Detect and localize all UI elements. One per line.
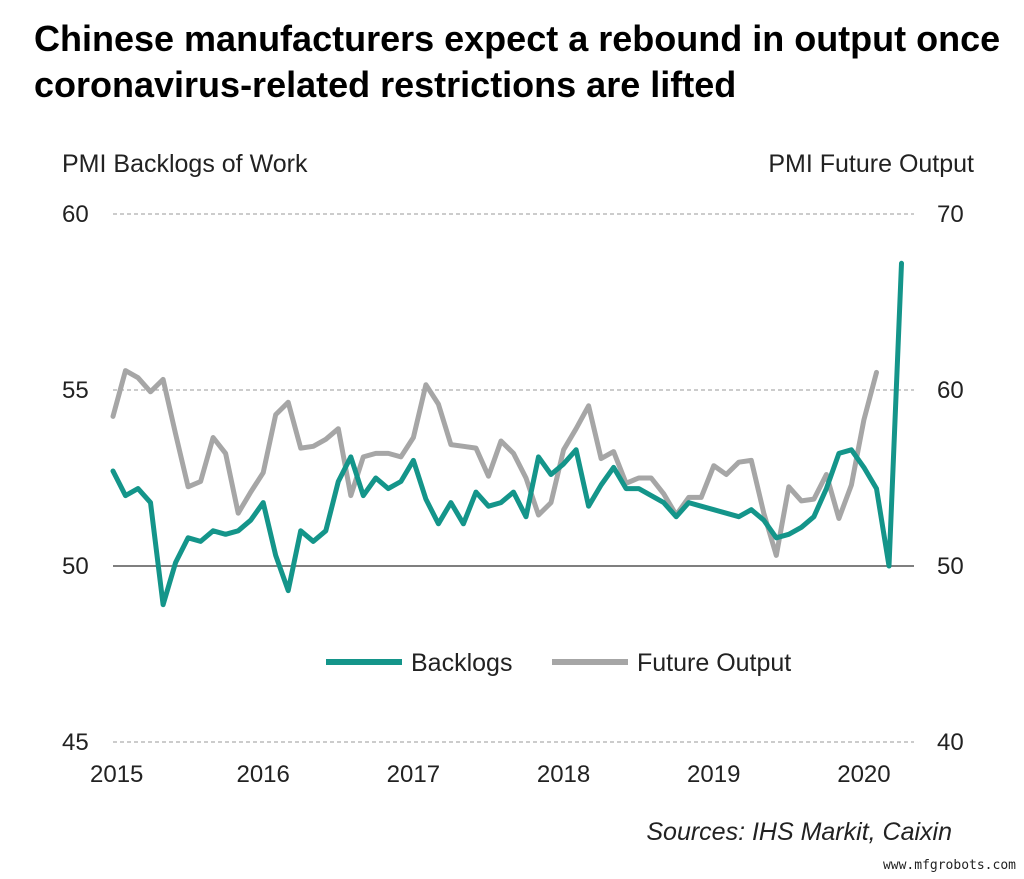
- legend-future-output-label: Future Output: [637, 649, 791, 677]
- left-axis-title: PMI Backlogs of Work: [62, 150, 308, 178]
- right-tick-label: 50: [937, 553, 964, 580]
- right-tick-label: 40: [937, 729, 964, 756]
- grid-lines: [113, 213, 914, 743]
- chart-title: Chinese manufacturers expect a rebound i…: [34, 18, 1001, 105]
- x-tick-label: 2015: [90, 761, 143, 788]
- watermark: www.mfgrobots.com: [882, 858, 1016, 873]
- left-tick-label: 45: [62, 729, 89, 756]
- legend: Backlogs Future Output: [326, 649, 791, 677]
- source-note: Sources: IHS Markit, Caixin: [646, 818, 952, 846]
- axis-ticks: 45 50 55 60 40 50 60 70 2015 2016 2017 2018 2019 2020: [62, 201, 964, 788]
- left-tick-label: 55: [62, 377, 89, 404]
- right-tick-label: 60: [937, 377, 964, 404]
- series-line-future-output: [110, 368, 879, 558]
- right-tick-label: 70: [937, 201, 964, 228]
- series-line-backlogs: [110, 260, 904, 608]
- x-tick-label: 2016: [236, 761, 289, 788]
- legend-backlogs-label: Backlogs: [411, 649, 512, 677]
- right-axis-title: PMI Future Output: [768, 150, 974, 178]
- series-lines: [110, 260, 904, 608]
- x-tick-label: 2018: [537, 761, 590, 788]
- x-tick-label: 2019: [687, 761, 740, 788]
- left-tick-label: 60: [62, 201, 89, 228]
- x-tick-label: 2017: [387, 761, 440, 788]
- left-tick-label: 50: [62, 553, 89, 580]
- x-tick-label: 2020: [837, 761, 890, 788]
